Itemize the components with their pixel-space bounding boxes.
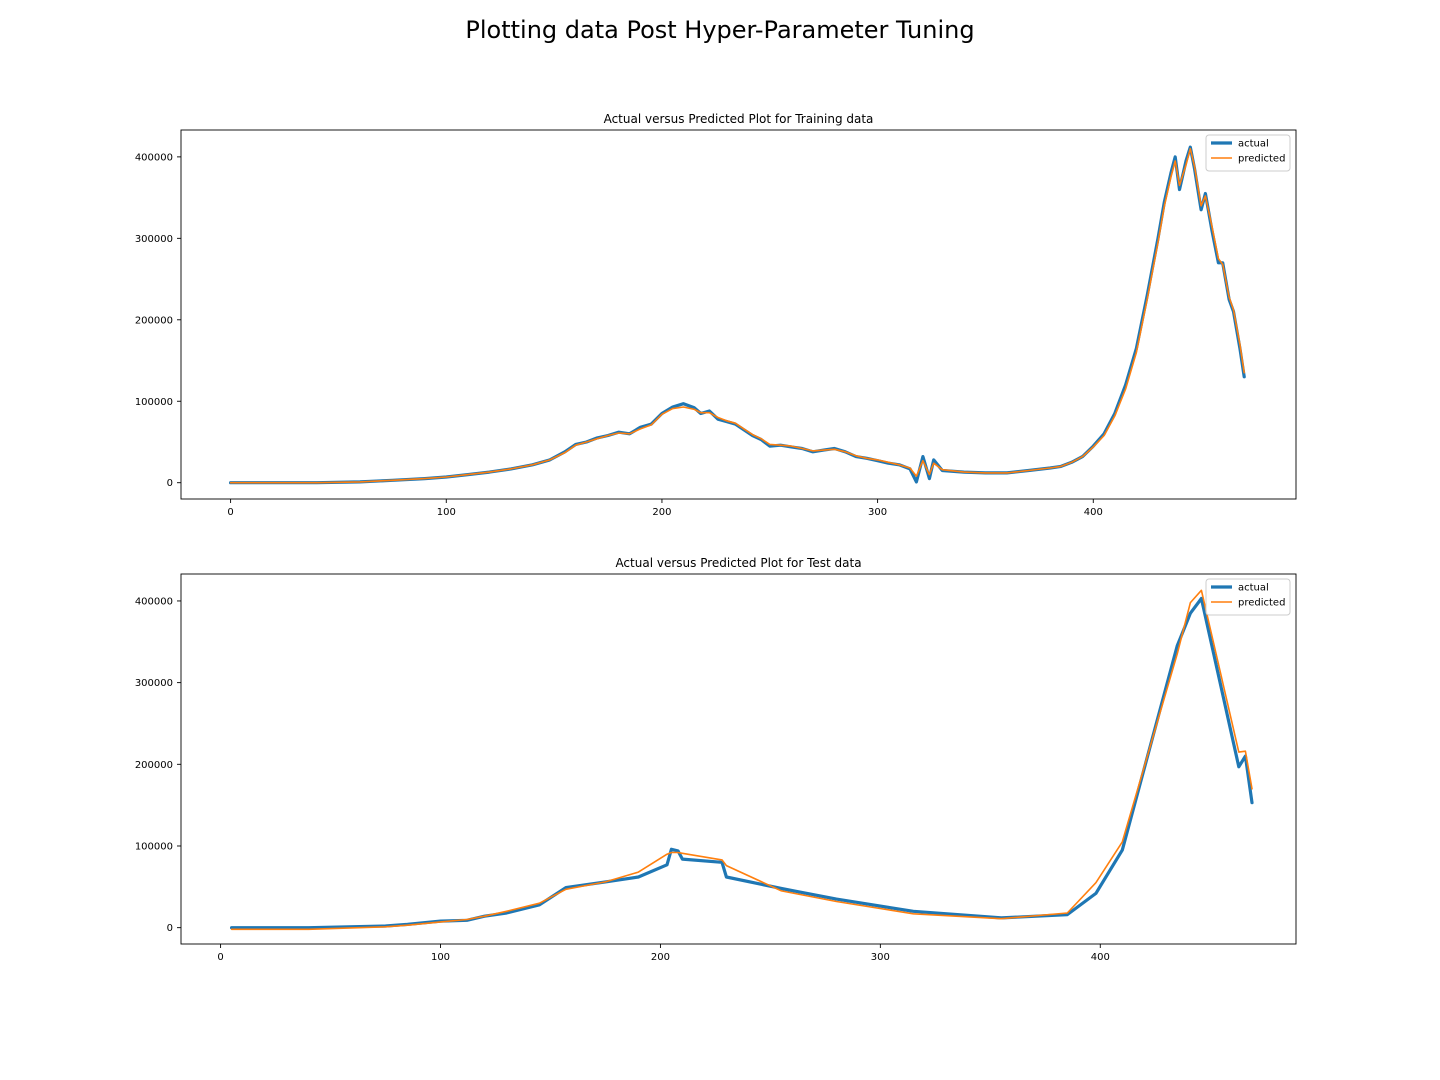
x-tick-label: 200 [652,507,671,518]
series-group [229,145,1246,485]
y-tick-label: 100000 [135,397,173,408]
x-tick-label: 100 [431,952,450,963]
legend: actual predicted [1205,134,1291,172]
y-tick-label: 200000 [135,760,173,771]
y-tick-label: 300000 [135,678,173,689]
series-line-predicted [229,147,1245,484]
legend-label-actual: actual [1238,139,1269,150]
x-tick-label: 0 [217,952,223,963]
y-tick-label: 200000 [135,315,173,326]
x-tick-label: 200 [651,952,670,963]
test-chart: Actual versus Predicted Plot for Test da… [135,556,1297,963]
x-tick-label: 400 [1084,507,1103,518]
chart-title: Actual versus Predicted Plot for Test da… [615,556,861,570]
legend-label-predicted: predicted [1238,154,1285,165]
x-tick-label: 300 [871,952,890,963]
figure-title: Plotting data Post Hyper-Parameter Tunin… [465,16,975,44]
x-tick-label: 400 [1091,952,1110,963]
series-line-predicted [230,589,1253,931]
y-tick-label: 300000 [135,234,173,245]
y-tick-label: 0 [167,478,173,489]
chart-title: Actual versus Predicted Plot for Trainin… [604,112,874,126]
legend: actual predicted [1205,578,1291,616]
series-group [230,589,1254,931]
legend-label-predicted: predicted [1238,598,1285,609]
plot-frame [180,129,1297,500]
y-tick-label: 0 [167,923,173,934]
series-line-actual [229,145,1246,485]
plot-frame [180,573,1297,945]
x-tick-label: 100 [437,507,456,518]
y-tick-label: 100000 [135,841,173,852]
y-tick-label: 400000 [135,152,173,163]
x-tick-label: 0 [227,507,233,518]
y-tick-label: 400000 [135,596,173,607]
legend-label-actual: actual [1238,583,1269,594]
x-tick-label: 300 [868,507,887,518]
training-chart: Actual versus Predicted Plot for Trainin… [135,112,1297,518]
